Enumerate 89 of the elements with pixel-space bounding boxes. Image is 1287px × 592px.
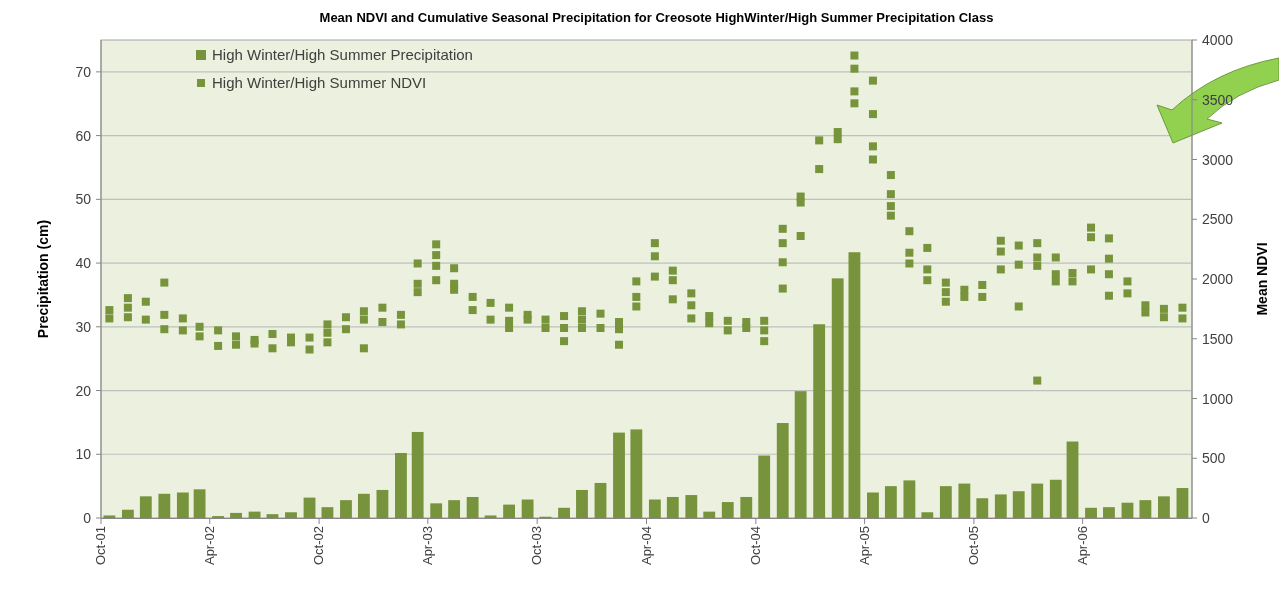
bar xyxy=(740,496,753,518)
bar xyxy=(903,480,916,518)
bar xyxy=(939,486,952,518)
bar xyxy=(1103,507,1115,518)
bar xyxy=(630,429,643,518)
y2-tick-label: 3500 xyxy=(1202,91,1234,108)
bar xyxy=(1085,507,1097,518)
bar xyxy=(1066,441,1079,518)
x-tick-label: Apr-06 xyxy=(1074,526,1090,566)
y2-tick-label: 3000 xyxy=(1202,151,1234,168)
y-tick-label: 30 xyxy=(75,318,92,335)
x-tick-label: Apr-02 xyxy=(201,526,217,566)
legend-label: High Winter/High Summer Precipitation xyxy=(212,46,473,63)
bar xyxy=(613,432,625,518)
bar xyxy=(576,489,588,518)
bar xyxy=(503,504,515,518)
bar xyxy=(430,503,443,518)
y2-tick-label: 0 xyxy=(1202,510,1210,526)
bar xyxy=(758,455,771,518)
bar xyxy=(158,493,171,518)
x-tick-label: Apr-03 xyxy=(419,526,435,566)
bar xyxy=(666,496,679,518)
y2-tick-label: 1500 xyxy=(1202,330,1234,347)
bar xyxy=(594,482,607,518)
y2-tick-label: 1000 xyxy=(1202,390,1234,407)
bar xyxy=(794,391,807,518)
bar xyxy=(703,511,716,518)
bar xyxy=(357,493,370,518)
bar xyxy=(1012,491,1025,518)
bar xyxy=(176,492,189,518)
bar xyxy=(558,507,570,518)
bar xyxy=(466,496,479,518)
bar xyxy=(848,252,861,518)
bar xyxy=(266,514,279,518)
bar xyxy=(103,515,116,518)
bar xyxy=(867,492,879,518)
bar xyxy=(193,489,206,518)
bar xyxy=(884,486,897,518)
x-tick-label: Oct-05 xyxy=(965,526,981,566)
bar xyxy=(648,499,661,518)
bar xyxy=(921,512,934,518)
y-tick-label: 50 xyxy=(75,191,92,208)
bar xyxy=(139,496,152,518)
bar xyxy=(1176,488,1189,518)
y2-axis-title: Mean NDVI xyxy=(1254,242,1270,316)
bar xyxy=(340,500,352,518)
x-tick-label: Apr-04 xyxy=(638,526,654,566)
x-tick-label: Apr-05 xyxy=(856,526,872,566)
y-axis-title: Precipitation (cm) xyxy=(35,219,51,339)
bar xyxy=(685,495,698,518)
chart-title: Mean NDVI and Cumulative Seasonal Precipitation for Creosote HighWinter/High Summer Precipitation Class xyxy=(319,10,994,25)
legend-label: High Winter/High Summer NDVI xyxy=(212,74,427,91)
bar xyxy=(230,512,242,518)
y2-tick-label: 2500 xyxy=(1202,211,1234,228)
bar xyxy=(776,423,789,518)
bar xyxy=(395,452,407,518)
bar xyxy=(285,512,297,518)
bar xyxy=(448,500,461,518)
bar xyxy=(121,509,134,518)
bar xyxy=(976,498,989,518)
y-tick-label: 10 xyxy=(75,446,92,463)
bar xyxy=(484,515,497,518)
bar xyxy=(411,431,424,518)
bar xyxy=(321,507,334,518)
bar xyxy=(1031,483,1044,518)
y-tick-label: 20 xyxy=(75,382,92,399)
y2-tick-label: 2000 xyxy=(1202,271,1234,287)
y2-tick-label: 4000 xyxy=(1202,32,1234,48)
y-tick-label: 60 xyxy=(75,127,92,144)
bar xyxy=(303,497,316,518)
bar xyxy=(521,499,534,518)
x-tick-label: Oct-04 xyxy=(747,526,763,566)
y2-tick-label: 500 xyxy=(1202,450,1226,467)
bar xyxy=(813,324,826,518)
x-tick-label: Oct-01 xyxy=(93,526,108,566)
y-tick-label: 70 xyxy=(75,63,92,80)
bar xyxy=(1121,502,1134,518)
bar xyxy=(1158,496,1170,518)
y-tick-label: 40 xyxy=(75,255,92,272)
x-tick-label: Oct-02 xyxy=(311,526,327,566)
bar xyxy=(831,278,844,518)
bar xyxy=(1139,500,1152,518)
y-tick-label: 0 xyxy=(83,510,92,526)
x-tick-label: Oct-03 xyxy=(529,526,545,566)
bar xyxy=(994,494,1007,518)
bar xyxy=(721,502,734,518)
bar xyxy=(1049,479,1062,518)
bar xyxy=(376,489,389,518)
bar xyxy=(958,483,971,518)
